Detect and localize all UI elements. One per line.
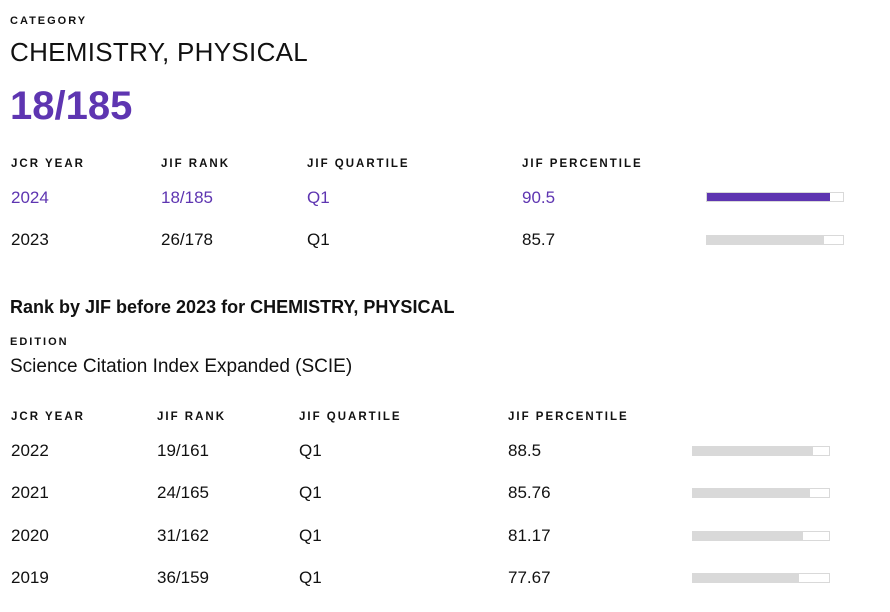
cell-year: 2021 [11, 483, 49, 502]
cell-quartile: Q1 [307, 188, 330, 207]
percentile-bar-fill [693, 447, 814, 455]
cell-year: 2020 [11, 526, 49, 545]
col-header-jif-percentile: JIF PERCENTILE [522, 158, 643, 170]
col-header-jcr-year: JCR YEAR [11, 411, 85, 423]
cell-percentile: 88.5 [508, 441, 542, 460]
section-heading: Rank by JIF before 2023 for CHEMISTRY, P… [10, 297, 455, 317]
cell-percentile: 90.5 [522, 188, 556, 207]
percentile-bar [692, 573, 830, 583]
col-header-jif-rank: JIF RANK [161, 158, 231, 170]
cell-rank: 31/162 [157, 526, 209, 545]
cell-rank: 19/161 [157, 441, 209, 460]
percentile-bar-fill [707, 193, 831, 201]
percentile-bar [706, 235, 844, 245]
percentile-bar [692, 531, 830, 541]
cell-percentile: 85.76 [508, 483, 551, 502]
col-header-jif-quartile: JIF QUARTILE [307, 158, 410, 170]
col-header-jif-rank: JIF RANK [157, 411, 227, 423]
percentile-bar [692, 488, 830, 498]
cell-quartile: Q1 [307, 230, 330, 249]
cell-rank: 18/185 [161, 188, 213, 207]
cell-quartile: Q1 [299, 568, 322, 587]
cell-year: 2024 [11, 188, 49, 207]
cell-year: 2023 [11, 230, 49, 249]
col-header-jif-quartile: JIF QUARTILE [299, 411, 402, 423]
percentile-bar-fill [693, 574, 799, 582]
cell-percentile: 77.67 [508, 568, 551, 587]
cell-rank: 24/165 [157, 483, 209, 502]
cell-year: 2019 [11, 568, 49, 587]
col-header-jif-percentile: JIF PERCENTILE [508, 411, 629, 423]
cell-percentile: 81.17 [508, 526, 551, 545]
cell-year: 2022 [11, 441, 49, 460]
col-header-jcr-year: JCR YEAR [11, 158, 85, 170]
cell-rank: 26/178 [161, 230, 213, 249]
cell-rank: 36/159 [157, 568, 209, 587]
cell-quartile: Q1 [299, 526, 322, 545]
edition-value: Science Citation Index Expanded (SCIE) [10, 356, 353, 377]
percentile-bar-fill [693, 489, 810, 497]
edition-label: EDITION [10, 336, 69, 348]
percentile-bar [706, 192, 844, 202]
cell-percentile: 85.7 [522, 230, 556, 249]
category-title: CHEMISTRY, PHYSICAL [10, 37, 309, 67]
category-label: CATEGORY [10, 15, 88, 27]
cell-quartile: Q1 [299, 483, 322, 502]
percentile-bar-fill [693, 532, 804, 540]
current-rank: 18/185 [10, 84, 133, 128]
cell-quartile: Q1 [299, 441, 322, 460]
percentile-bar-fill [707, 236, 824, 244]
percentile-bar [692, 446, 830, 456]
